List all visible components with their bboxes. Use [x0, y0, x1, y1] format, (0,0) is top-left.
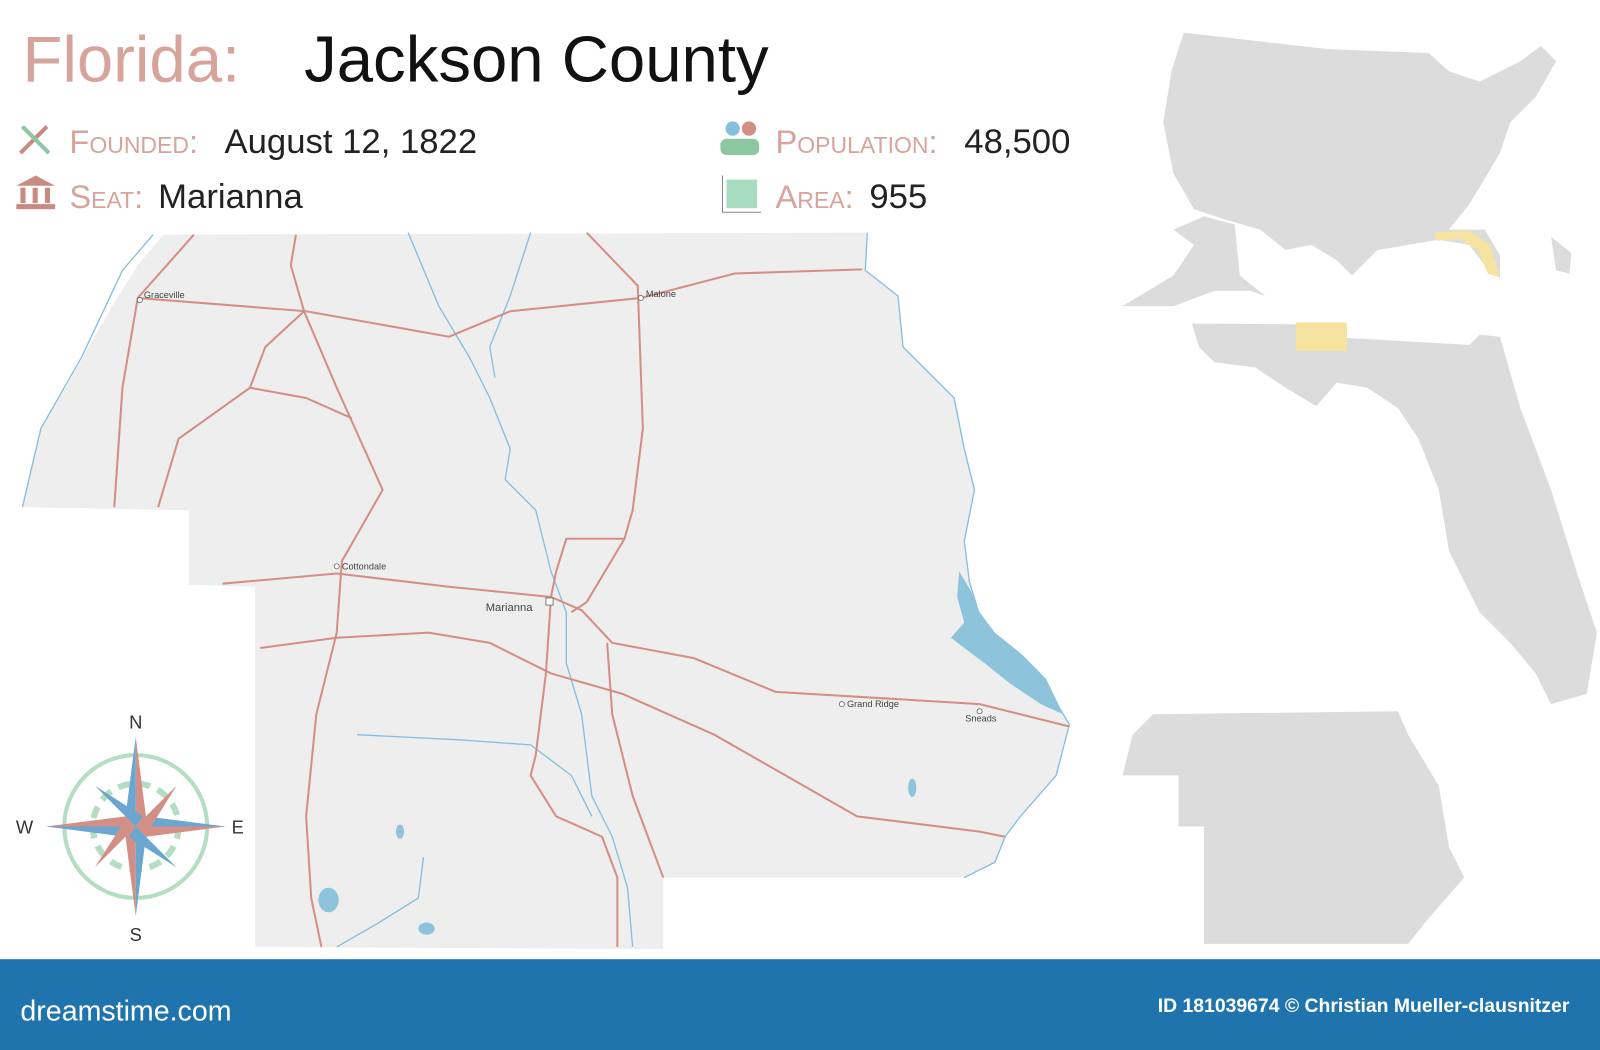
- county-inset: [1122, 711, 1465, 944]
- footer-credit: ID 181039674 © Christian Mueller-clausni…: [1158, 995, 1570, 1017]
- county-shape: [22, 232, 1070, 949]
- road: [260, 631, 1006, 838]
- road: [529, 596, 619, 947]
- road: [137, 268, 863, 338]
- town-dot: [637, 295, 644, 301]
- seat-value: Marianna: [158, 178, 303, 216]
- founded-value: August 12, 1822: [224, 123, 477, 161]
- area-icon: [721, 175, 762, 213]
- roads: [113, 231, 1070, 948]
- footer-bar: [0, 959, 1600, 1050]
- founded-icon: [18, 125, 51, 155]
- seat-icon: [16, 175, 56, 210]
- rivers: [21, 232, 1071, 948]
- footer-site: dreamstime.com: [20, 995, 231, 1027]
- road: [606, 642, 665, 878]
- florida-map: [1191, 322, 1597, 705]
- area-label: Area:: [776, 178, 854, 215]
- town-dot: [136, 297, 143, 303]
- state-title: Florida:: [22, 23, 240, 96]
- lake: [395, 824, 405, 839]
- towns: [136, 295, 983, 715]
- road: [222, 572, 1070, 728]
- compass-n: N: [129, 712, 142, 733]
- lake: [908, 778, 917, 797]
- compass-rose: [45, 736, 226, 917]
- river: [357, 734, 593, 817]
- road: [550, 537, 625, 598]
- lakes: [318, 571, 1064, 935]
- river: [489, 232, 532, 378]
- town-label: Malone: [646, 289, 676, 299]
- lake: [951, 571, 1064, 715]
- seat-label: Seat:: [69, 178, 143, 215]
- founded-label: Founded:: [69, 123, 198, 160]
- population-value: 48,500: [964, 123, 1070, 161]
- population-icon: [720, 121, 760, 156]
- river: [864, 232, 1071, 879]
- county-title: Jackson County: [304, 23, 769, 96]
- lake: [418, 922, 435, 935]
- river: [407, 232, 634, 947]
- lake: [318, 887, 339, 913]
- town-label: Sneads: [965, 713, 997, 723]
- road: [289, 234, 384, 948]
- town-label: Marianna: [486, 602, 534, 614]
- town-dot: [838, 701, 845, 708]
- town-dot: [545, 597, 554, 606]
- area-value: 955: [869, 178, 927, 216]
- florida-highlight-usa: [1433, 230, 1500, 278]
- town-label: Grand Ridge: [847, 699, 899, 709]
- town-label: Cottondale: [342, 561, 386, 571]
- river: [336, 857, 425, 948]
- compass-s: S: [130, 924, 142, 945]
- town-dot: [976, 708, 983, 715]
- town-label: Graceville: [144, 290, 185, 300]
- usa-map: [1122, 32, 1572, 307]
- river: [21, 234, 154, 508]
- town-dot: [333, 563, 340, 570]
- road: [249, 386, 353, 420]
- road: [113, 234, 195, 508]
- compass-e: E: [232, 817, 244, 838]
- road: [570, 231, 644, 614]
- compass-w: W: [16, 817, 34, 838]
- population-label: Population:: [776, 123, 938, 160]
